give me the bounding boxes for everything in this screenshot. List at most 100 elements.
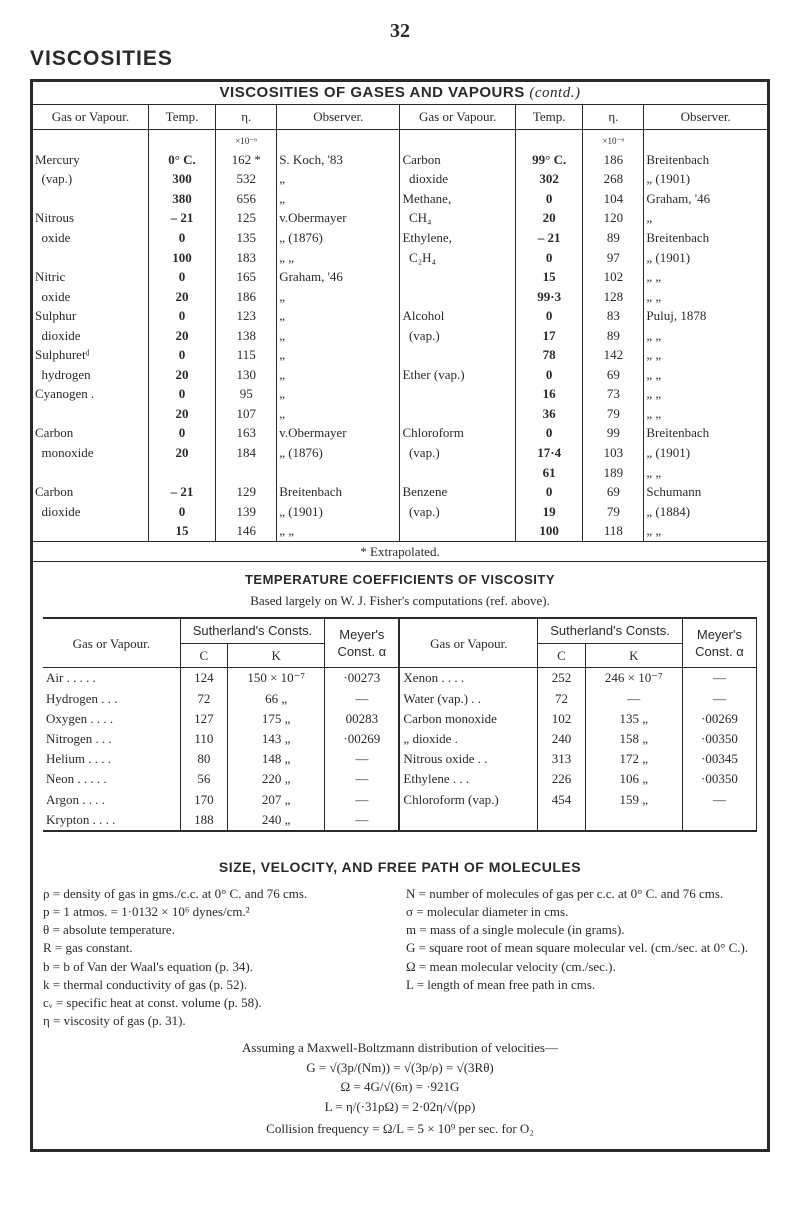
table2-cell: 207 „ bbox=[228, 790, 325, 810]
table2-cell: ·00269 bbox=[325, 729, 400, 749]
based-text: Based largely on W. J. Fisher's computat… bbox=[35, 589, 765, 618]
table2-cell: 240 „ bbox=[228, 810, 325, 831]
table1-cell: S. Koch, '83 bbox=[277, 150, 400, 170]
table1-cell: „ „ bbox=[277, 248, 400, 268]
table1-cell: 0 bbox=[148, 423, 215, 443]
section-title: VISCOSITIES bbox=[30, 47, 770, 71]
table2-cell: 159 „ bbox=[585, 790, 682, 810]
table1-cell bbox=[32, 404, 149, 424]
table1-cell: „ bbox=[277, 326, 400, 346]
table1-cell: 0 bbox=[515, 306, 582, 326]
table1-cell: 165 bbox=[216, 267, 277, 287]
table1-cell: Graham, '46 bbox=[277, 267, 400, 287]
table1-cell: 99 bbox=[583, 423, 644, 443]
table2-cell bbox=[682, 810, 756, 831]
table1-cell: Sulphuretᵈ bbox=[32, 345, 149, 365]
table1-cell: „ (1876) bbox=[277, 443, 400, 463]
table1-cell: 100 bbox=[515, 521, 582, 541]
table1-cell: 128 bbox=[583, 287, 644, 307]
table1-cell bbox=[216, 463, 277, 483]
def-item: R = gas constant. bbox=[43, 939, 394, 957]
table2-cell: 80 bbox=[180, 749, 227, 769]
table2-cell bbox=[538, 810, 585, 831]
table1-cell: dioxide bbox=[32, 326, 149, 346]
table1-cell: 162 * bbox=[216, 150, 277, 170]
table1-cell: (vap.) bbox=[32, 169, 149, 189]
table1-cell: 61 bbox=[515, 463, 582, 483]
eq2: Ω = 4G/√(6π) = ·921G bbox=[43, 1077, 757, 1097]
temp-coeff-table: Gas or Vapour. Sutherland's Consts. Meye… bbox=[43, 617, 757, 832]
table1-cell: Methane, bbox=[400, 189, 515, 209]
table2-cell: 175 „ bbox=[228, 709, 325, 729]
table2-cell: 127 bbox=[180, 709, 227, 729]
table1-cell: „ bbox=[277, 287, 400, 307]
def-item: ρ = density of gas in gms./c.c. at 0° C.… bbox=[43, 885, 394, 903]
table1-cell: 17 bbox=[515, 326, 582, 346]
table2-cell: Carbon monoxide bbox=[399, 709, 537, 729]
table2-cell: 106 „ bbox=[585, 769, 682, 789]
table1-cell: Cyanogen . bbox=[32, 384, 149, 404]
table1-cell: 139 bbox=[216, 502, 277, 522]
table1-cell: 78 bbox=[515, 345, 582, 365]
table2-cell: 66 „ bbox=[228, 689, 325, 709]
table1-cell: Ether (vap.) bbox=[400, 365, 515, 385]
table1-cell: 163 bbox=[216, 423, 277, 443]
table1-cell: „ bbox=[277, 384, 400, 404]
table2-cell: Argon . . . . bbox=[43, 790, 180, 810]
table2-cell: ·00269 bbox=[682, 709, 756, 729]
table1-cell: „ „ bbox=[644, 365, 769, 385]
table1-cell: 302 bbox=[515, 169, 582, 189]
table2-cell bbox=[399, 810, 537, 831]
table1-cell: hydrogen bbox=[32, 365, 149, 385]
table1-cell bbox=[277, 463, 400, 483]
table2-cell: — bbox=[325, 790, 400, 810]
table1-cell: 20 bbox=[515, 208, 582, 228]
table1-header: Gas or Vapour. bbox=[32, 105, 149, 130]
table1-cell bbox=[32, 189, 149, 209]
table2-cell: 454 bbox=[538, 790, 585, 810]
table2-cell: Helium . . . . bbox=[43, 749, 180, 769]
table1-cell: 99° C. bbox=[515, 150, 582, 170]
table1-cell: 89 bbox=[583, 228, 644, 248]
table2-cell: Hydrogen . . . bbox=[43, 689, 180, 709]
table1-cell bbox=[148, 463, 215, 483]
table2-cell: ·00273 bbox=[325, 668, 400, 689]
table1-cell: 79 bbox=[583, 502, 644, 522]
def-item: σ = molecular diameter in cms. bbox=[406, 903, 757, 921]
def-item: k = thermal conductivity of gas (p. 52). bbox=[43, 976, 394, 994]
def-item: θ = absolute temperature. bbox=[43, 921, 394, 939]
table2-cell: — bbox=[325, 749, 400, 769]
table1-cell: „ bbox=[277, 365, 400, 385]
table2-cell bbox=[585, 810, 682, 831]
table1-cell: „ „ bbox=[644, 521, 769, 541]
table1-cell: 130 bbox=[216, 365, 277, 385]
table1-cell bbox=[400, 267, 515, 287]
table1-cell: 0 bbox=[148, 384, 215, 404]
table1-header: η. bbox=[216, 105, 277, 130]
table1-cell: 0 bbox=[515, 248, 582, 268]
table1-cell: 102 bbox=[583, 267, 644, 287]
table1-cell: 69 bbox=[583, 482, 644, 502]
def-item: η = viscosity of gas (p. 31). bbox=[43, 1012, 394, 1030]
table2-cell: Neon . . . . . bbox=[43, 769, 180, 789]
table2-cell: Air . . . . . bbox=[43, 668, 180, 689]
table1-cell: Schumann bbox=[644, 482, 769, 502]
table1-cell: Breitenbach bbox=[644, 150, 769, 170]
table2-cell: 56 bbox=[180, 769, 227, 789]
table1-cell bbox=[400, 384, 515, 404]
extrapolated-note: * Extrapolated. bbox=[32, 541, 769, 562]
table2-cell: — bbox=[325, 689, 400, 709]
table1-cell: 73 bbox=[583, 384, 644, 404]
table2-cell: 220 „ bbox=[228, 769, 325, 789]
table1-cell: „ bbox=[277, 306, 400, 326]
eq3: L = η/(·31ρΩ) = 2·02η/√(pρ) bbox=[43, 1097, 757, 1117]
table1-cell: „ „ bbox=[644, 345, 769, 365]
table1-cell: 0° C. bbox=[148, 150, 215, 170]
table1-cell: 0 bbox=[515, 482, 582, 502]
table1-cell: Carbon bbox=[32, 482, 149, 502]
table1-cell: – 21 bbox=[148, 482, 215, 502]
table1-cell: CH₄ bbox=[400, 208, 515, 228]
table1-cell: Nitrous bbox=[32, 208, 149, 228]
table1-cell: „ (1901) bbox=[644, 169, 769, 189]
table1-cell: monoxide bbox=[32, 443, 149, 463]
